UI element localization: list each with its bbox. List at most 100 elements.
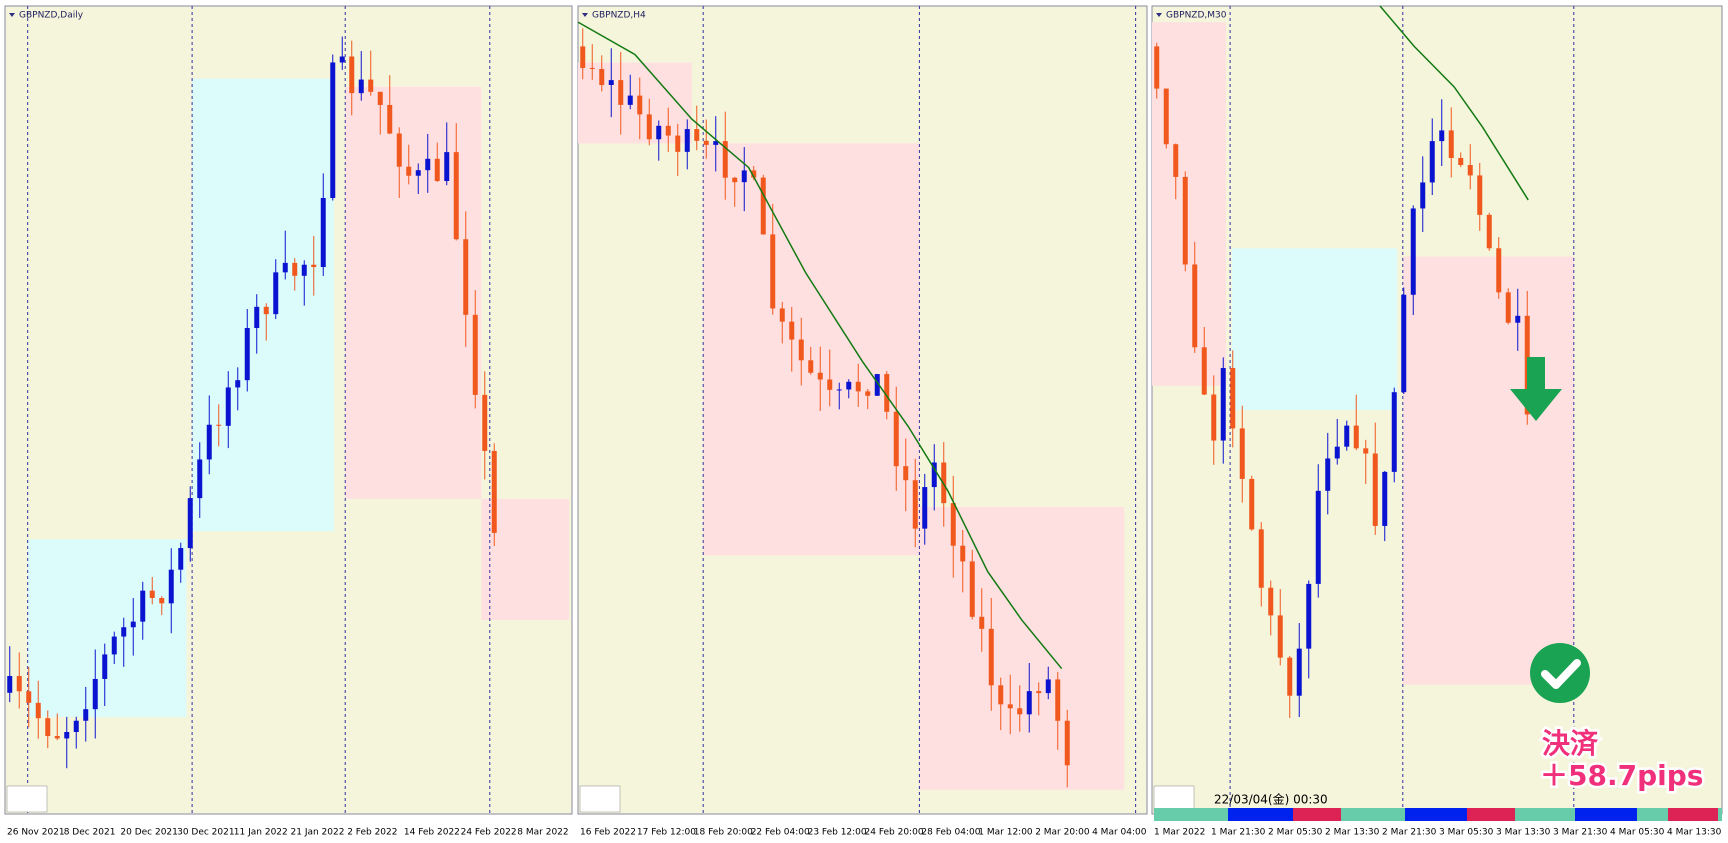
candle-body <box>1045 679 1051 694</box>
candle-body <box>54 736 60 739</box>
candle-body <box>789 321 795 340</box>
candle-body <box>472 314 478 395</box>
candle-body <box>254 306 260 328</box>
chart-panel: GBPNZD,Daily 26 Nov 2021 8 Dec 2021 20 Dec … <box>4 5 573 838</box>
candle-body <box>1036 691 1042 694</box>
indicator-strip <box>1154 808 1722 821</box>
candle-body <box>1325 458 1331 491</box>
zone <box>1402 256 1574 685</box>
candle-body <box>979 616 985 629</box>
candle-body <box>273 272 279 315</box>
candle-body <box>16 675 22 692</box>
toolbar-icons <box>1153 785 1195 813</box>
candle-body <box>760 177 766 235</box>
sell-arrow <box>1510 357 1562 421</box>
x-axis-label: 28 Feb 04:00 <box>921 828 980 838</box>
candle-body <box>608 80 614 86</box>
candle-body <box>444 152 450 182</box>
annotation-result: ＋58.7pips <box>1540 759 1703 792</box>
x-axis-label: 1 Mar 2022 <box>1154 828 1205 838</box>
x-axis-label: 3 Mar 21:30 <box>1553 828 1608 838</box>
x-axis-label: 8 Mar 2022 <box>517 828 568 838</box>
candle-body <box>637 95 643 115</box>
candle-body <box>1496 248 1502 293</box>
candle-body <box>1391 392 1397 472</box>
candle-body <box>330 62 336 198</box>
x-axis-label: 22 Feb 04:00 <box>751 828 810 838</box>
candle-body <box>922 487 928 529</box>
candle-body <box>1515 315 1521 323</box>
candle-body <box>282 262 288 273</box>
candle-body <box>111 636 117 655</box>
candle-body <box>149 590 155 599</box>
zone <box>192 78 334 532</box>
candle-body <box>1277 615 1283 658</box>
candle-body <box>168 569 174 604</box>
candle-body <box>798 339 804 361</box>
candle-body <box>1211 394 1217 441</box>
x-axis-label: 4 Mar 05:30 <box>1610 828 1665 838</box>
candle-body <box>102 654 108 679</box>
toolbar-icons <box>579 785 621 813</box>
candle-body <box>425 158 431 171</box>
candle-body <box>463 239 469 315</box>
candle-body <box>836 389 842 391</box>
candle-body <box>618 80 624 105</box>
candle-body <box>770 234 776 309</box>
chart-panel: GBPNZD,M30 1 Mar 2022 1 Mar 21:30 2 Mar 05:… <box>1151 5 1723 838</box>
candle-body <box>64 731 70 739</box>
candle-body <box>1315 490 1321 584</box>
zone <box>919 506 1125 790</box>
candle-body <box>1439 130 1445 142</box>
candle-body <box>130 621 136 628</box>
candle-body <box>1268 587 1274 616</box>
candle-body <box>349 56 355 94</box>
toolbar-icons <box>6 785 48 813</box>
candle-body <box>415 170 421 176</box>
candle-body <box>1353 425 1359 449</box>
candle-body <box>855 381 861 392</box>
candle-body <box>1429 141 1435 183</box>
zone <box>703 143 920 556</box>
candle-body <box>453 152 459 240</box>
candle-body <box>865 391 871 396</box>
x-axis-label: 2 Mar 20:00 <box>1035 828 1090 838</box>
candle-body <box>751 170 757 178</box>
candle-body <box>1467 165 1473 176</box>
candle-body <box>1477 175 1483 215</box>
zone <box>27 539 187 718</box>
candle-body <box>396 133 402 167</box>
candle-body <box>26 691 32 703</box>
x-axis-label: 1 Mar 12:00 <box>978 828 1033 838</box>
x-axis-label: 21 Jan 2022 <box>291 828 345 838</box>
x-axis-label: 20 Dec 2021 <box>120 828 177 838</box>
candle-body <box>817 372 823 380</box>
candle-body <box>694 129 700 141</box>
candle-body <box>140 590 146 622</box>
candle-body <box>1401 294 1407 393</box>
candle-body <box>741 170 747 183</box>
title-marker <box>9 13 15 17</box>
moving-average <box>577 21 1063 670</box>
x-axis-label: 2 Mar 21:30 <box>1382 828 1437 838</box>
x-axis-label: 23 Feb 12:00 <box>808 828 867 838</box>
zone <box>1152 22 1227 386</box>
panel-title: GBPNZD,M30 <box>1166 11 1227 21</box>
candle-body <box>599 69 605 86</box>
candle-body <box>703 140 709 145</box>
candle-body <box>35 702 41 719</box>
zone <box>1231 248 1398 410</box>
candle-body <box>491 450 497 533</box>
candle-body <box>320 197 326 268</box>
candle-body <box>912 480 918 529</box>
x-axis-label: 2 Feb 2022 <box>347 828 397 838</box>
candle-body <box>387 104 393 134</box>
candle-body <box>656 125 662 140</box>
x-axis-label: 24 Feb 2022 <box>461 828 517 838</box>
x-axis-label: 14 Feb 2022 <box>404 828 460 838</box>
candle-body <box>589 67 595 70</box>
candle-body <box>903 466 909 481</box>
candle-body <box>1363 448 1369 454</box>
candle-body <box>1163 88 1169 145</box>
